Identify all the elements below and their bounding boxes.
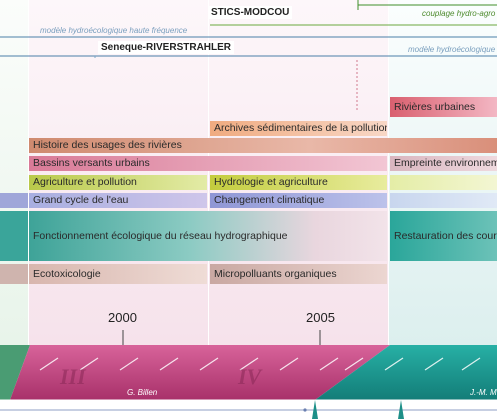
bar-rivieres-urbaines: Rivières urbaines (390, 97, 497, 117)
phase-label-iii: III (60, 364, 86, 389)
bar-micropolluants: Micropolluants organiques (210, 264, 387, 284)
bar-fonctionnement: Fonctionnement écologique du réseau hydr… (29, 211, 387, 261)
bar-empreinte: Empreinte environnementale (390, 156, 497, 171)
riverstrahler-label: Seneque-RIVERSTRAHLER (98, 41, 235, 54)
couplage-label: couplage hydro-agro (422, 9, 496, 18)
bar-grand-cycle: Grand cycle de l'eau (29, 193, 207, 208)
timeline-ribbon (0, 330, 497, 419)
separator-line (388, 0, 389, 345)
ribbon-phase-iii-iv (10, 345, 390, 400)
director-billen: G. Billen (127, 388, 158, 397)
bar-changement: Changement climatique (210, 193, 387, 208)
phase-label-iv: IV (238, 364, 262, 389)
phase-bg-v (388, 0, 497, 345)
bar-hydrologie-ext (390, 175, 497, 190)
bar-hydrologie: Hydrologie et agriculture (210, 175, 387, 190)
bar-changement-ext (390, 193, 497, 208)
ribbon-phase-v (315, 345, 497, 400)
bar-histoire: Histoire des usages des rivières (29, 138, 497, 153)
phase-bg-left (0, 0, 28, 345)
stics-modcou-label: STICS-MODCOU (208, 6, 293, 19)
hydroeco-label: modèle hydroécologique (408, 45, 496, 54)
bar-archives: Archives sédimentaires de la pollution (210, 121, 387, 136)
bar-fonctionnement-left (0, 211, 28, 261)
year-2000: 2000 (108, 310, 137, 325)
bar-grand-cycle-left (0, 193, 28, 208)
bar-agriculture: Agriculture et pollution (29, 175, 207, 190)
separator-line (28, 0, 29, 345)
year-2005: 2005 (306, 310, 335, 325)
bar-restauration: Restauration des cours d'eau (390, 211, 497, 261)
bar-bassins: Bassins versants urbains (29, 156, 387, 171)
bar-ecotox-left (0, 264, 28, 284)
bar-ecotox: Ecotoxicologie (29, 264, 207, 284)
model-lines (0, 0, 497, 112)
haute-freq-label: modèle hydroécologique haute fréquence (40, 26, 188, 35)
separator-line (208, 0, 209, 345)
director-m: J.-M. M (470, 388, 497, 397)
ribbon-phase-ii (0, 345, 30, 400)
